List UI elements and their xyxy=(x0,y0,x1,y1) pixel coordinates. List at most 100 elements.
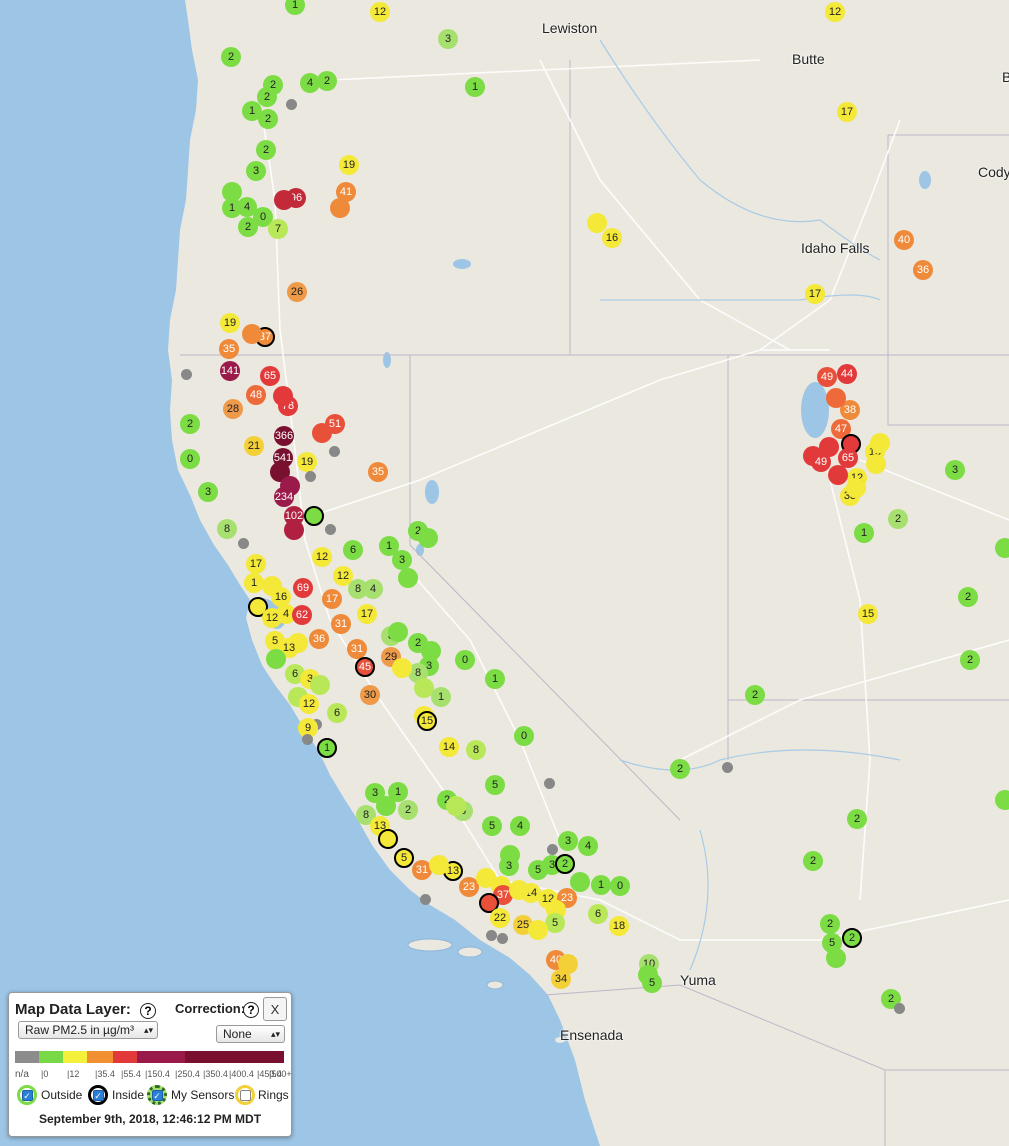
sensor-marker[interactable]: 4 xyxy=(300,73,320,93)
sensor-marker[interactable] xyxy=(376,796,396,816)
sensor-marker[interactable]: 35 xyxy=(368,462,388,482)
sensor-marker[interactable]: 16 xyxy=(602,228,622,248)
sensor-no-data[interactable] xyxy=(180,368,192,380)
sensor-marker[interactable]: 3 xyxy=(198,482,218,502)
sensor-marker[interactable] xyxy=(826,388,846,408)
sensor-marker[interactable]: 7 xyxy=(268,219,288,239)
sensor-marker[interactable]: 19 xyxy=(339,155,359,175)
sensor-no-data[interactable] xyxy=(893,1002,905,1014)
sensor-marker[interactable]: 1 xyxy=(465,77,485,97)
sensor-marker[interactable] xyxy=(392,658,412,678)
sensor-marker[interactable] xyxy=(330,198,350,218)
sensor-marker[interactable]: 19 xyxy=(297,452,317,472)
sensor-marker[interactable]: 31 xyxy=(347,639,367,659)
sensor-marker[interactable]: 2 xyxy=(820,914,840,934)
sensor-marker[interactable]: 31 xyxy=(331,614,351,634)
sensor-marker[interactable]: 17 xyxy=(805,284,825,304)
sensor-marker[interactable]: 1 xyxy=(244,573,264,593)
sensor-marker[interactable]: 40 xyxy=(894,230,914,250)
sensor-marker[interactable] xyxy=(479,893,499,913)
sensor-marker[interactable]: 2 xyxy=(256,140,276,160)
sensor-marker[interactable] xyxy=(570,872,590,892)
sensor-marker[interactable]: 2 xyxy=(960,650,980,670)
sensor-no-data[interactable] xyxy=(543,777,555,789)
sensor-marker[interactable]: 2 xyxy=(888,509,908,529)
sensor-marker[interactable]: 1 xyxy=(591,875,611,895)
sensor-marker[interactable]: 141 xyxy=(220,361,240,381)
sensor-marker[interactable]: 5 xyxy=(545,913,565,933)
sensor-marker[interactable]: 12 xyxy=(370,2,390,22)
sensor-no-data[interactable] xyxy=(546,843,558,855)
sensor-marker[interactable]: 234 xyxy=(274,487,294,507)
sensor-marker[interactable]: 1 xyxy=(388,782,408,802)
sensor-marker[interactable]: 5 xyxy=(528,860,548,880)
sensor-marker[interactable]: 31 xyxy=(412,860,432,880)
sensor-marker[interactable] xyxy=(826,948,846,968)
sensor-marker[interactable]: 5 xyxy=(394,848,414,868)
sensor-marker[interactable] xyxy=(446,796,466,816)
sensor-marker[interactable]: 8 xyxy=(466,740,486,760)
sensor-marker[interactable]: 5 xyxy=(485,775,505,795)
sensor-marker[interactable]: 2 xyxy=(803,851,823,871)
sensor-marker[interactable] xyxy=(242,324,262,344)
sensor-marker[interactable] xyxy=(312,423,332,443)
sensor-no-data[interactable] xyxy=(285,98,297,110)
sensor-marker[interactable]: 2 xyxy=(555,854,575,874)
sensor-marker[interactable]: 49 xyxy=(811,452,831,472)
sensor-marker[interactable]: 3 xyxy=(558,831,578,851)
sensor-marker[interactable]: 34 xyxy=(551,969,571,989)
sensor-marker[interactable]: 5 xyxy=(642,973,662,993)
sensor-marker[interactable]: 1 xyxy=(242,101,262,121)
sensor-marker[interactable]: 62 xyxy=(292,605,312,625)
sensor-marker[interactable]: 44 xyxy=(837,364,857,384)
sensor-no-data[interactable] xyxy=(496,932,508,944)
my-sensors-checkbox[interactable]: ✓ xyxy=(151,1089,163,1101)
sensor-marker[interactable]: 16 xyxy=(271,587,291,607)
sensor-marker[interactable]: 30 xyxy=(360,685,380,705)
sensor-marker[interactable] xyxy=(414,678,434,698)
sensor-marker[interactable]: 2 xyxy=(958,587,978,607)
sensor-no-data[interactable] xyxy=(721,761,733,773)
inside-checkbox[interactable]: ✓ xyxy=(92,1089,104,1101)
correction-help-icon[interactable]: ? xyxy=(243,1002,259,1018)
sensor-marker[interactable]: 12 xyxy=(312,547,332,567)
sensor-marker[interactable] xyxy=(846,478,866,498)
sensor-marker[interactable]: 6 xyxy=(327,703,347,723)
sensor-marker[interactable]: 6 xyxy=(588,904,608,924)
sensor-marker[interactable] xyxy=(828,465,848,485)
sensor-marker[interactable]: 17 xyxy=(357,604,377,624)
sensor-marker[interactable]: 1 xyxy=(854,523,874,543)
sensor-no-data[interactable] xyxy=(324,523,336,535)
sensor-marker[interactable] xyxy=(418,528,438,548)
sensor-marker[interactable]: 6 xyxy=(343,540,363,560)
sensor-marker[interactable]: 45 xyxy=(355,657,375,677)
sensor-marker[interactable]: 366 xyxy=(274,426,294,446)
sensor-marker[interactable]: 2 xyxy=(842,928,862,948)
sensor-marker[interactable] xyxy=(866,454,886,474)
sensor-marker[interactable]: 35 xyxy=(219,339,239,359)
sensor-marker[interactable]: 0 xyxy=(253,207,273,227)
sensor-marker[interactable] xyxy=(995,790,1009,810)
sensor-marker[interactable]: 36 xyxy=(913,260,933,280)
sensor-marker[interactable]: 38 xyxy=(840,400,860,420)
sensor-marker[interactable]: 23 xyxy=(459,877,479,897)
sensor-marker[interactable]: 2 xyxy=(745,685,765,705)
sensor-marker[interactable]: 69 xyxy=(293,578,313,598)
sensor-marker[interactable] xyxy=(528,920,548,940)
sensor-marker[interactable]: 15 xyxy=(417,711,437,731)
sensor-marker[interactable]: 0 xyxy=(610,876,630,896)
sensor-marker[interactable]: 26 xyxy=(287,282,307,302)
sensor-no-data[interactable] xyxy=(301,733,313,745)
sensor-marker[interactable]: 2 xyxy=(317,71,337,91)
sensor-marker[interactable] xyxy=(274,190,294,210)
sensor-marker[interactable]: 12 xyxy=(299,694,319,714)
sensor-marker[interactable]: 4 xyxy=(578,836,598,856)
sensor-marker[interactable]: 9 xyxy=(298,718,318,738)
sensor-marker[interactable]: 21 xyxy=(244,436,264,456)
sensor-marker[interactable]: 15 xyxy=(858,604,878,624)
sensor-marker[interactable]: 12 xyxy=(262,608,282,628)
sensor-marker[interactable]: 12 xyxy=(825,2,845,22)
sensor-marker[interactable]: 1 xyxy=(379,536,399,556)
sensor-marker[interactable]: 0 xyxy=(514,726,534,746)
sensor-marker[interactable]: 3 xyxy=(945,460,965,480)
